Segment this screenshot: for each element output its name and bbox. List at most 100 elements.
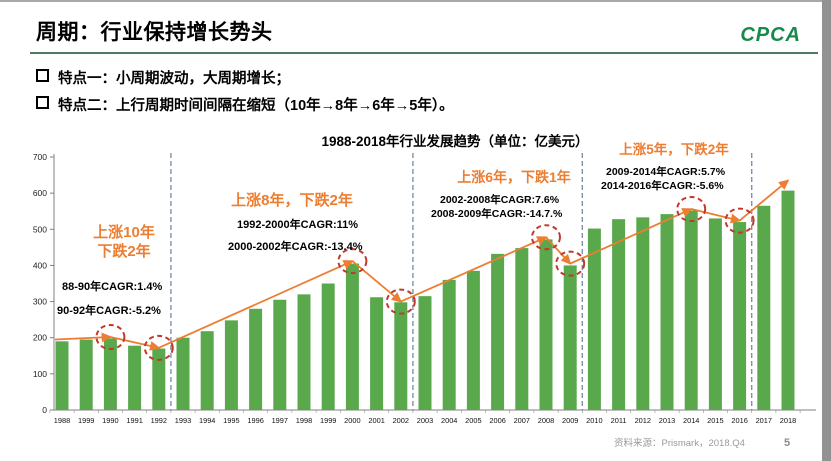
y-tick-label: 600	[33, 188, 47, 198]
bar-1990-2	[103, 338, 117, 410]
bar-2004-16	[442, 279, 456, 410]
x-tick-label: 2004	[441, 416, 457, 425]
bar-1997-9	[273, 299, 287, 410]
turning-point-circle-2000	[337, 248, 368, 275]
bar-chart: 0 100 200 300 400 500 600 700 1988 1999 1990 1991 19…	[33, 152, 816, 425]
trend-segment	[54, 332, 113, 343]
trend-segment	[400, 236, 548, 303]
page-title: 周期：行业保持增长势头	[36, 21, 273, 44]
bar-1993-5	[176, 337, 190, 410]
annotation-cycle-1-title: 上涨10年 下跌2年	[76, 224, 172, 262]
x-tick-label: 2011	[611, 416, 627, 425]
annotation-cycle-3-title: 上涨6年，下跌1年	[457, 169, 571, 185]
trend-segment	[690, 208, 742, 224]
bar-1991-3	[128, 345, 142, 410]
square-bullet-icon	[36, 69, 49, 82]
cagr-note: 2009-2014年CAGR:5.7%	[606, 166, 726, 178]
bullet-point-1: 特点一：小周期波动，大周期增长；	[36, 67, 290, 88]
bar-1999-1	[79, 339, 93, 410]
bar-2016-28	[733, 222, 747, 410]
x-tick-label: 2000	[344, 416, 360, 425]
annotation-cycle-2-title: 上涨8年，下跌2年	[231, 192, 353, 209]
bar-1988-0	[55, 341, 69, 410]
bar-2000-12	[345, 263, 359, 410]
title-divider	[30, 52, 818, 54]
cagr-note: 2002-2008年CAGR:7.6%	[440, 194, 560, 206]
bar-2008-20	[539, 239, 553, 410]
x-tick-label: 2015	[707, 416, 723, 425]
x-tick-label: 2013	[659, 416, 675, 425]
screen-edge-right	[822, 0, 831, 461]
bar-2009-21	[563, 265, 577, 410]
x-tick-label: 2001	[368, 416, 384, 425]
bar-1994-6	[200, 331, 214, 410]
square-bullet-icon	[36, 96, 49, 109]
bar-2013-25	[660, 214, 674, 410]
turning-point-circle-1990	[95, 323, 126, 350]
turning-point-circle-2016	[724, 207, 755, 234]
bullet-text-1: 特点一：小周期波动，大周期增长；	[58, 71, 290, 87]
cagr-note: 2014-2016年CAGR:-5.6%	[601, 180, 724, 192]
x-tick-label: 1999	[320, 416, 336, 425]
x-tick-label: 2007	[514, 416, 530, 425]
x-tick-label: 2018	[780, 416, 796, 425]
page-number: 5	[784, 437, 791, 449]
x-tick-label: 1991	[126, 416, 142, 425]
bar-2001-13	[370, 297, 384, 410]
x-tick-label: 1996	[247, 416, 263, 425]
turning-point-circle-2009	[555, 250, 586, 277]
bar-2003-15	[418, 296, 432, 410]
screen-edge-top	[0, 0, 831, 2]
x-tick-label: 2017	[756, 416, 772, 425]
y-tick-label: 300	[33, 297, 47, 307]
bar-2002-14	[394, 302, 408, 410]
x-tick-label: 2016	[731, 416, 747, 425]
cpca-logo: CPCA	[740, 24, 801, 46]
x-tick-label: 1993	[175, 416, 191, 425]
y-tick-label: 0	[42, 405, 47, 415]
x-tick-label: 2009	[562, 416, 578, 425]
y-tick-label: 100	[33, 369, 47, 379]
bar-2012-24	[636, 217, 650, 410]
bar-2015-27	[708, 218, 722, 410]
x-tick-label: 2014	[683, 416, 699, 425]
trend-segment	[110, 336, 161, 351]
turning-point-circle-2002	[385, 288, 416, 315]
bullet-point-2: 特点二：上行周期时间间隔在缩短（10年→8年→6年→5年）。	[36, 94, 454, 115]
turning-point-circle-2014	[676, 196, 707, 223]
bar-2011-23	[612, 219, 626, 410]
x-tick-label: 1990	[102, 416, 118, 425]
trend-segment	[739, 179, 790, 222]
x-tick-label: 1997	[272, 416, 288, 425]
y-tick-label: 500	[33, 224, 47, 234]
x-tick-label: 1995	[223, 416, 239, 425]
cagr-note: 1992-2000年CAGR:11%	[237, 219, 359, 231]
trend-segment	[545, 236, 572, 265]
bar-2007-19	[515, 248, 529, 410]
bar-2018-30	[781, 190, 795, 410]
trend-segment	[351, 260, 403, 303]
x-tick-label: 1999	[78, 416, 94, 425]
x-tick-label: 2005	[465, 416, 481, 425]
bullet-text-2: 特点二：上行周期时间间隔在缩短（10年→8年→6年→5年）。	[58, 98, 454, 114]
x-tick-label: 1988	[54, 416, 70, 425]
x-tick-label: 1998	[296, 416, 312, 425]
source-note: 资料来源：Prismark，2018.Q4	[614, 438, 745, 449]
x-tick-label: 2003	[417, 416, 433, 425]
x-tick-label: 2012	[635, 416, 651, 425]
cagr-note: 2008-2009年CAGR:-14.7.%	[431, 208, 563, 220]
annotation-cycle-4-title: 上涨5年，下跌2年	[619, 142, 729, 157]
turning-point-circle-1992	[143, 334, 174, 361]
annotation-line: 上涨10年	[93, 224, 155, 241]
trend-segment	[158, 260, 355, 349]
chart-title: 1988-2018年行业发展趋势（单位：亿美元）	[321, 134, 589, 149]
bar-1996-8	[249, 308, 263, 410]
x-tick-label: 2002	[393, 416, 409, 425]
trend-segment	[569, 208, 693, 265]
x-tick-label: 2006	[489, 416, 505, 425]
bar-2014-26	[684, 210, 698, 410]
bar-1995-7	[224, 320, 238, 410]
y-tick-label: 200	[33, 333, 47, 343]
cagr-note: 2000-2002年CAGR:-13.4%	[228, 241, 363, 253]
turning-point-circle-2008	[531, 224, 561, 251]
